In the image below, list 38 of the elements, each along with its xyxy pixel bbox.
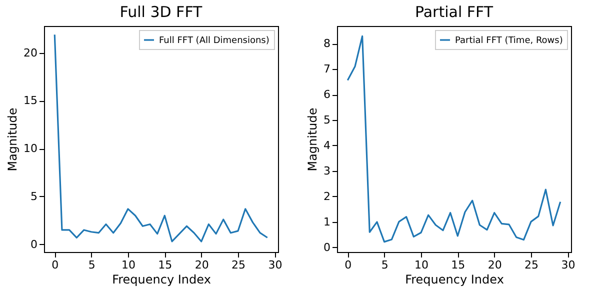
x-tick-label: 5 — [88, 258, 96, 272]
x-tick-label: 0 — [344, 258, 352, 272]
x-tick-label: 15 — [451, 258, 466, 272]
x-tick-label: 0 — [52, 258, 59, 272]
y-axis-title: Magnitude — [306, 108, 320, 172]
y-tick-label: 1 — [324, 215, 330, 228]
chart-title: Partial FFT — [414, 3, 494, 21]
y-tick-label: 0 — [30, 238, 38, 251]
x-tick-label: 30 — [561, 258, 576, 272]
x-tick-label: 20 — [194, 258, 209, 272]
y-tick-label: 8 — [324, 37, 330, 50]
legend-label: Partial FFT (Time, Rows) — [455, 36, 563, 46]
y-tick-label: 10 — [24, 142, 38, 156]
x-axis-title: Frequency Index — [405, 272, 504, 286]
y-tick-label: 3 — [324, 164, 330, 178]
x-tick-label: 10 — [414, 258, 428, 272]
y-tick-label: 5 — [324, 114, 330, 127]
y-tick-label: 15 — [24, 94, 38, 108]
y-tick-label: 5 — [30, 190, 38, 203]
x-tick-label: 30 — [268, 258, 282, 272]
x-axis-title: Frequency Index — [112, 272, 211, 286]
line-series — [54, 34, 268, 242]
y-axis-title: Magnitude — [6, 108, 20, 172]
x-tick-label: 20 — [488, 258, 502, 272]
y-tick-label: 0 — [324, 240, 330, 254]
y-tick-label: 20 — [24, 46, 38, 60]
x-tick-label: 25 — [524, 258, 539, 272]
x-tick-label: 25 — [232, 258, 246, 272]
line-series — [346, 35, 562, 243]
chart-title: Full 3D FFT — [120, 3, 204, 21]
x-tick-label: 5 — [381, 258, 388, 272]
x-tick-label: 10 — [121, 258, 136, 272]
y-tick-label: 4 — [324, 138, 330, 152]
y-tick-label: 7 — [324, 62, 330, 76]
legend-label: Full FFT (All Dimensions) — [159, 36, 270, 46]
y-tick-label: 2 — [324, 190, 330, 203]
y-tick-label: 6 — [324, 88, 330, 102]
x-tick-label: 15 — [158, 258, 172, 272]
